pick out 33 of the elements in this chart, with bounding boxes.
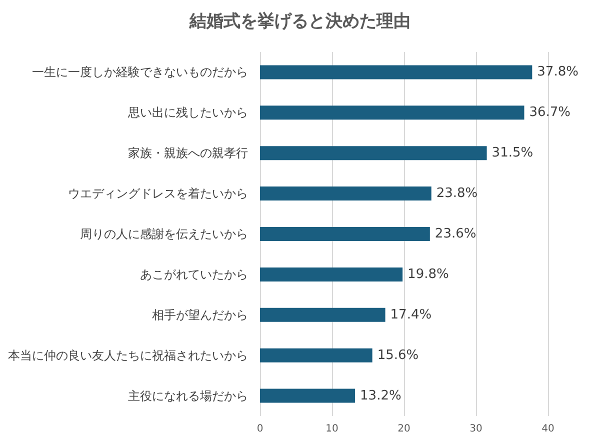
x-tick-label: 20 (398, 424, 410, 434)
bar (260, 308, 386, 322)
x-tick-label: 10 (326, 424, 338, 434)
bar (260, 348, 372, 362)
y-tick-label: 一生に一度しか経験できないものだから (32, 65, 248, 80)
bar (260, 267, 403, 282)
data-label: 23.8% (436, 186, 478, 202)
data-label: 31.5% (492, 146, 534, 161)
y-tick-label: 本当に仲の良い友人たちに祝福されたいから (8, 348, 248, 362)
bar (260, 227, 430, 241)
data-label: 13.2% (360, 388, 402, 404)
data-label: 19.8% (408, 266, 449, 282)
y-tick-label: 周りの人に感謝を伝えたいから (80, 227, 248, 241)
y-tick-label: あこがれていたから (140, 267, 248, 282)
bar (260, 388, 356, 403)
x-tick-label: 30 (470, 424, 482, 434)
chart-title: 結婚式を挙げると決めた理由 (188, 12, 410, 32)
data-label: 15.6% (377, 348, 419, 363)
y-tick-label: 主役になれる場だから (128, 388, 248, 403)
bar (260, 106, 524, 120)
y-tick-label: ウエディングドレスを着たいから (68, 186, 248, 201)
y-tick-label: 家族・親族への親孝行 (128, 146, 248, 160)
data-label: 23.6% (434, 226, 476, 242)
bar (260, 146, 487, 160)
y-tick-label: 思い出に残したいから (127, 106, 248, 120)
y-tick-label: 相手が望んだから (152, 308, 248, 322)
data-label: 36.7% (529, 105, 571, 120)
bar (260, 186, 432, 201)
x-tick-label: 0 (256, 424, 264, 434)
data-label: 37.8% (537, 64, 578, 80)
x-tick-label: 40 (542, 424, 554, 434)
data-label: 17.4% (390, 307, 432, 322)
bar (260, 65, 532, 80)
